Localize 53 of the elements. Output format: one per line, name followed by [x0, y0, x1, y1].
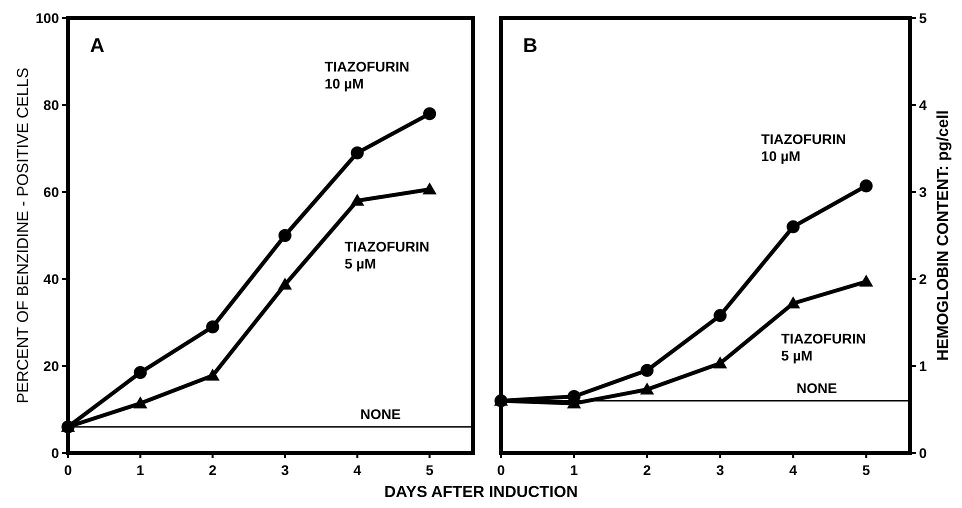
point: [423, 107, 436, 120]
point: [350, 194, 364, 206]
series-label: TIAZOFURIN 10 µM: [324, 58, 410, 92]
point: [206, 368, 220, 381]
x-tick-label: 4: [789, 462, 798, 478]
x-tick-label: 3: [716, 462, 724, 478]
point: [133, 396, 148, 408]
y2-tick-label: 3: [919, 184, 927, 200]
y2-tick-label: 2: [919, 271, 927, 287]
point: [640, 382, 654, 394]
y-tick-label: 20: [43, 358, 60, 374]
y-tick-label: 100: [36, 10, 60, 26]
x-tick-label: 2: [643, 462, 652, 478]
point: [786, 296, 800, 308]
y2-tick-label: 4: [919, 97, 927, 113]
x-tick-label: 0: [497, 462, 506, 478]
y2-tick-label: 0: [919, 445, 927, 461]
point: [786, 220, 800, 234]
point: [278, 229, 292, 242]
point: [206, 320, 220, 334]
x-axis-title: DAYS AFTER INDUCTION: [384, 484, 578, 501]
y-axis-title: PERCENT OF BENZIDINE - POSITIVE CELLS: [15, 68, 32, 404]
point: [278, 278, 292, 290]
x-tick-label: 5: [426, 462, 434, 478]
point: [714, 309, 727, 322]
ref-line-label: NONE: [360, 406, 401, 422]
x-tick-label: 0: [64, 462, 72, 478]
x-tick-label: 5: [862, 462, 870, 478]
point: [350, 146, 364, 160]
text: A: [90, 35, 104, 57]
series-label: TIAZOFURIN 5 µM: [781, 330, 866, 364]
y-tick-label: 80: [43, 97, 60, 113]
text: B: [523, 35, 538, 57]
y-tick-label: 0: [51, 445, 60, 461]
x-tick-label: 4: [353, 462, 362, 478]
x-tick-label: 2: [208, 462, 217, 478]
y-tick-label: 40: [43, 271, 60, 287]
point: [860, 179, 873, 192]
point: [713, 356, 728, 368]
y2-tick-label: 1: [919, 358, 927, 374]
x-tick-label: 3: [281, 462, 290, 478]
series-label: TIAZOFURIN 5 µM: [344, 238, 430, 272]
y2-tick-label: 5: [919, 10, 927, 26]
point: [134, 366, 147, 380]
point: [422, 182, 437, 194]
series-label: TIAZOFURIN 10 µM: [761, 130, 846, 164]
y-tick-label: 60: [43, 184, 60, 200]
y2-axis-title: HEMOGLOBIN CONTENT: pg/cell: [935, 110, 952, 361]
point: [859, 274, 874, 287]
point: [640, 364, 654, 377]
ref-line-label: NONE: [796, 380, 837, 396]
x-tick-label: 1: [570, 462, 578, 478]
x-tick-label: 1: [136, 462, 144, 478]
